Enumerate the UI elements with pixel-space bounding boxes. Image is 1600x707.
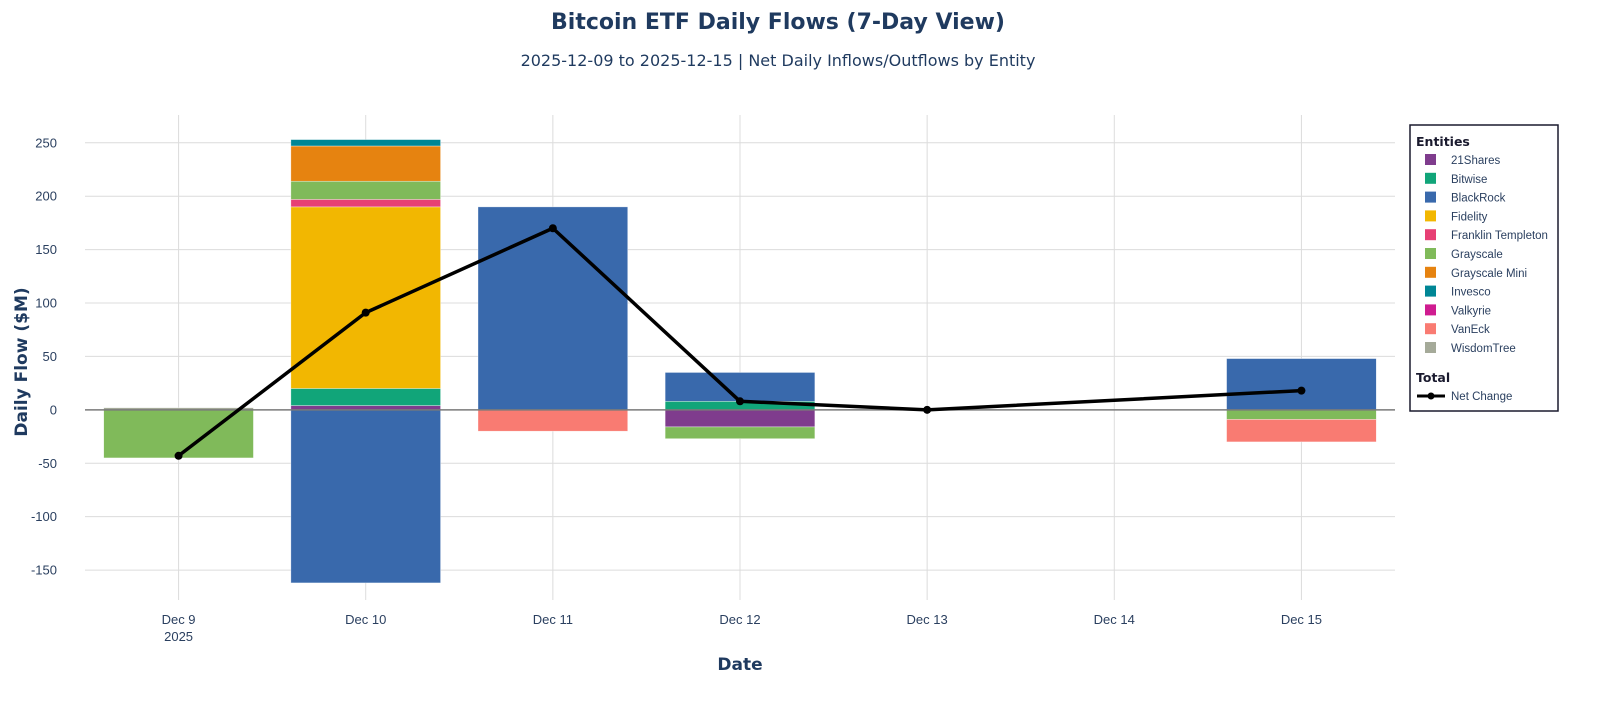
- legend-item-fidelity[interactable]: Fidelity: [1451, 211, 1488, 223]
- legend-item-franklin-templeton[interactable]: Franklin Templeton: [1451, 230, 1548, 242]
- net-change-line-path: [177, 226, 1302, 458]
- bar-franklin-templeton: [290, 199, 441, 208]
- legend-swatch-blackrock: [1425, 191, 1436, 203]
- legend-swatch-grayscale: [1425, 248, 1436, 259]
- y-tick-label: 250: [35, 135, 57, 150]
- bar-blackrock: [290, 409, 441, 584]
- x-tick-label: Dec 11: [533, 612, 573, 627]
- net-change-line: [174, 224, 1306, 460]
- x-tick-label: Dec 14: [1094, 612, 1135, 627]
- bar-grayscale: [1226, 409, 1377, 420]
- legend-title: Entities: [1416, 134, 1470, 149]
- chart-title: Bitcoin ETF Daily Flows (7-Day View): [551, 10, 1005, 35]
- legend-swatch-bitwise: [1425, 172, 1436, 184]
- bar-vaneck: [477, 409, 629, 432]
- bar-bitwise: [290, 388, 441, 406]
- legend-net-change-marker: [1427, 392, 1435, 400]
- legend-total-title: Total: [1416, 370, 1450, 385]
- y-tick-label: 150: [35, 242, 57, 257]
- legend-item-invesco[interactable]: Invesco: [1451, 287, 1491, 299]
- y-tick-label: -50: [38, 456, 57, 471]
- legend-swatch-grayscale-mini: [1425, 266, 1436, 278]
- bar-fidelity: [290, 206, 441, 389]
- legend-swatch-valkyrie: [1425, 304, 1436, 316]
- bar-vaneck: [1226, 419, 1377, 443]
- legend-swatch-invesco: [1425, 285, 1436, 297]
- legend: Entities 21Shares Bitwise BlackRock Fidelit…: [1409, 124, 1559, 412]
- y-tick-label: 0: [50, 402, 57, 417]
- bar-blackrock: [477, 206, 629, 411]
- y-axis-title: Daily Flow ($M): [12, 287, 32, 436]
- legend-swatch-wisdomtree: [1425, 342, 1436, 353]
- x-tick-label: Dec 10: [345, 612, 386, 627]
- bar-21shares: [664, 409, 816, 428]
- y-axis-ticks: -150 -100 -50 0 50 100 150 200 250: [31, 135, 57, 577]
- y-tick-label: -100: [31, 509, 57, 524]
- bar-invesco: [290, 139, 441, 147]
- legend-item-grayscale[interactable]: Grayscale: [1451, 249, 1503, 261]
- net-change-marker: [1297, 386, 1306, 395]
- net-change-marker: [736, 397, 744, 406]
- legend-item-blackrock[interactable]: BlackRock: [1451, 193, 1506, 205]
- legend-item-bitwise[interactable]: Bitwise: [1451, 174, 1487, 186]
- net-change-marker: [923, 405, 932, 414]
- x-tick-label: Dec 13: [907, 612, 948, 627]
- x-tick-year-label: 2025: [164, 629, 193, 644]
- bar-grayscale-mini: [290, 145, 441, 182]
- legend-swatch-fidelity: [1425, 210, 1436, 222]
- x-tick-label: Dec 15: [1281, 612, 1322, 627]
- legend-item-vaneck[interactable]: VanEck: [1451, 324, 1490, 336]
- net-change-marker: [361, 308, 370, 317]
- bar-blackrock: [664, 372, 816, 402]
- x-axis-ticks: Dec 9 Dec 10 Dec 11 Dec 12 Dec 13 Dec 14 Dec 1…: [162, 612, 1322, 644]
- legend-item-grayscale-mini[interactable]: Grayscale Mini: [1451, 268, 1527, 280]
- legend-swatch-franklin-templeton: [1425, 229, 1436, 241]
- y-tick-label: -150: [31, 563, 57, 578]
- legend-item-wisdomtree[interactable]: WisdomTree: [1451, 343, 1516, 355]
- x-axis-title: Date: [717, 655, 762, 675]
- bar-grayscale: [290, 180, 441, 200]
- legend-item-valkyrie[interactable]: Valkyrie: [1451, 305, 1491, 317]
- grid: [85, 115, 1395, 600]
- y-tick-label: 200: [35, 189, 57, 204]
- bar-grayscale: [664, 426, 816, 439]
- chart-subtitle: 2025-12-09 to 2025-12-15 | Net Daily Inf…: [521, 51, 1036, 70]
- net-change-marker: [174, 451, 183, 460]
- legend-item-21shares[interactable]: 21Shares: [1451, 155, 1500, 167]
- x-tick-label: Dec 9: [162, 612, 196, 627]
- legend-swatch-vaneck: [1425, 323, 1436, 335]
- bar-blackrock: [1226, 358, 1377, 411]
- legend-net-change-label[interactable]: Net Change: [1451, 391, 1512, 403]
- net-change-marker: [548, 224, 557, 233]
- x-tick-label: Dec 12: [719, 612, 760, 627]
- bars: [103, 139, 1377, 584]
- y-tick-label: 100: [35, 296, 57, 311]
- legend-swatch-21shares: [1425, 154, 1436, 165]
- y-tick-label: 50: [43, 349, 57, 364]
